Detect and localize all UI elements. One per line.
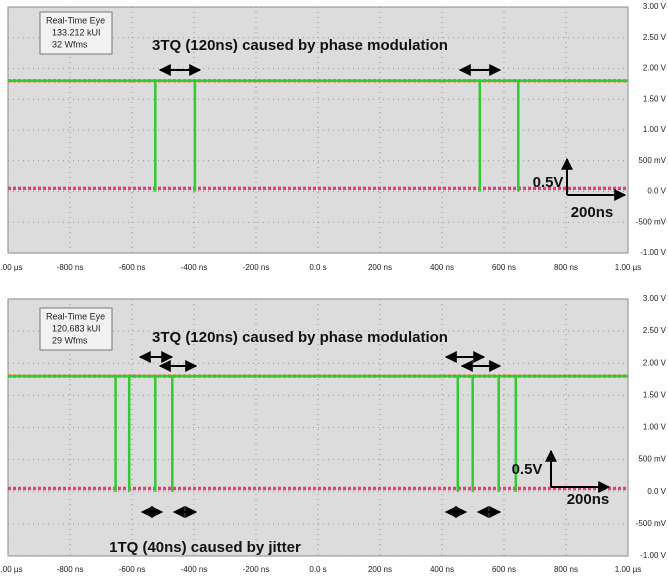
- x-tick-label: 400 ns: [430, 565, 454, 574]
- x-tick-label: -800 ns: [57, 263, 84, 272]
- x-tick-label: -400 ns: [181, 263, 208, 272]
- y-tick-label: 500 mV: [638, 156, 666, 165]
- x-tick-label: 600 ns: [492, 263, 516, 272]
- readout-text: 29 Wfms: [52, 335, 88, 345]
- x-tick-label: -400 ns: [181, 565, 208, 574]
- x-tick-label: 1.00 µs: [615, 263, 641, 272]
- annotation: 0.5V: [533, 174, 564, 191]
- x-tick-label: -1.00 µs: [0, 263, 23, 272]
- y-tick-label: -1.00 V: [640, 551, 666, 560]
- x-tick-label: 1.00 µs: [615, 565, 641, 574]
- y-tick-label: 2.00 V: [643, 64, 667, 73]
- y-tick-label: 1.00 V: [643, 423, 667, 432]
- annotation: 200ns: [567, 491, 610, 508]
- x-tick-label: -200 ns: [243, 565, 270, 574]
- x-tick-label: 200 ns: [368, 263, 392, 272]
- annotation: 3TQ (120ns) caused by phase modulation: [152, 329, 448, 346]
- y-tick-label: 3.00 V: [643, 294, 667, 303]
- y-tick-label: 3.00 V: [643, 2, 667, 11]
- x-tick-label: 400 ns: [430, 263, 454, 272]
- readout-text: Real-Time Eye: [46, 311, 105, 321]
- readout-text: 32 Wfms: [52, 39, 88, 49]
- annotation: 1TQ (40ns) caused by jitter: [109, 539, 301, 556]
- annotation: 200ns: [571, 204, 614, 221]
- y-tick-label: 0.0 V: [647, 487, 666, 496]
- y-tick-label: 1.50 V: [643, 390, 667, 399]
- y-tick-label: 1.50 V: [643, 94, 667, 103]
- readout-text: 133.212 kUI: [52, 27, 101, 37]
- x-tick-label: 600 ns: [492, 565, 516, 574]
- x-tick-label: 800 ns: [554, 565, 578, 574]
- y-tick-label: 1.00 V: [643, 125, 667, 134]
- y-tick-label: -500 mV: [636, 519, 667, 528]
- x-tick-label: -200 ns: [243, 263, 270, 272]
- x-tick-label: -600 ns: [119, 565, 146, 574]
- readout-text: 120.683 kUI: [52, 323, 101, 333]
- y-tick-label: 0.0 V: [647, 187, 666, 196]
- x-tick-label: -800 ns: [57, 565, 84, 574]
- x-tick-label: 0.0 s: [309, 565, 326, 574]
- x-tick-label: 0.0 s: [309, 263, 326, 272]
- y-tick-label: 2.50 V: [643, 326, 667, 335]
- x-tick-label: -600 ns: [119, 263, 146, 272]
- y-tick-label: -1.00 V: [640, 248, 666, 257]
- x-tick-label: 800 ns: [554, 263, 578, 272]
- annotation: 0.5V: [512, 461, 543, 478]
- y-tick-label: 2.50 V: [643, 33, 667, 42]
- annotation: 3TQ (120ns) caused by phase modulation: [152, 37, 448, 54]
- y-tick-label: 500 mV: [638, 455, 666, 464]
- y-tick-label: -500 mV: [636, 217, 667, 226]
- y-tick-label: 2.00 V: [643, 358, 667, 367]
- x-tick-label: 200 ns: [368, 565, 392, 574]
- scope-screen: 3.00 V 2.50 V 2.00 V 1.50 V 1.00 V 500 mV 0.0 …: [0, 0, 668, 578]
- x-tick-label: -1.00 µs: [0, 565, 23, 574]
- readout-text: Real-Time Eye: [46, 15, 105, 25]
